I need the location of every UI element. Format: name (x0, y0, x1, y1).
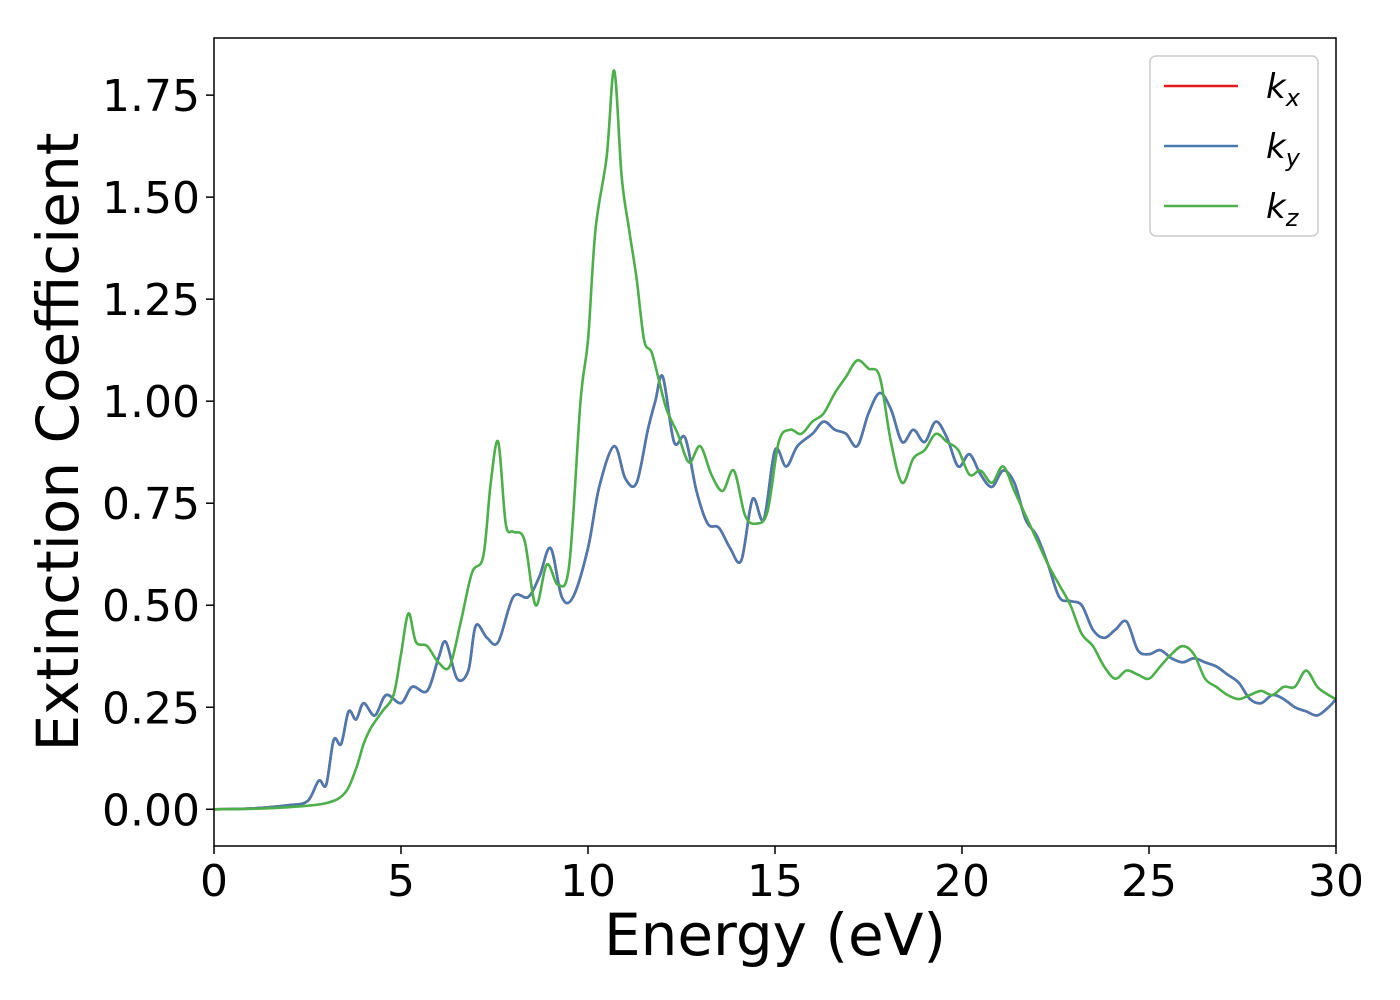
series-line-z (214, 69, 1336, 811)
legend-label-x: kx (1266, 67, 1301, 112)
legend-label-base: k (1266, 127, 1287, 167)
y-tick-label: 1.50 (102, 173, 200, 224)
x-tick-label: 10 (560, 856, 616, 907)
legend-label-subscript: y (1285, 144, 1301, 172)
x-tick-label: 15 (747, 856, 803, 907)
series-line-y (214, 374, 1336, 811)
y-tick-label: 1.00 (102, 377, 200, 428)
y-tick-label: 0.25 (102, 683, 200, 734)
x-tick-label: 25 (1121, 856, 1177, 907)
y-tick-label: 0.00 (102, 785, 200, 836)
legend-label-subscript: z (1285, 204, 1300, 232)
y-tick-label: 1.25 (102, 275, 200, 326)
plot-lines (214, 69, 1336, 811)
x-tick-label: 0 (200, 856, 228, 907)
y-axis-title: Extinction Coefficient (24, 133, 92, 752)
x-axis-title: Energy (eV) (604, 901, 946, 969)
legend-label-subscript: x (1285, 84, 1301, 112)
y-tick-label: 0.75 (102, 479, 200, 530)
legend-label-base: k (1266, 187, 1287, 227)
x-axis-ticks: 0 5 10 15 20 25 30 (200, 846, 1364, 907)
x-tick-label: 5 (387, 856, 415, 907)
legend-label-y: ky (1266, 127, 1301, 172)
y-tick-label: 0.50 (102, 581, 200, 632)
x-tick-label: 20 (934, 856, 990, 907)
legend-label-base: k (1266, 67, 1287, 107)
y-axis-ticks: 0.00 0.25 0.50 0.75 1.00 1.25 1.50 1.75 (102, 71, 214, 836)
x-tick-label: 30 (1308, 856, 1364, 907)
y-tick-label: 1.75 (102, 71, 200, 122)
legend-label-z: kz (1266, 187, 1300, 232)
